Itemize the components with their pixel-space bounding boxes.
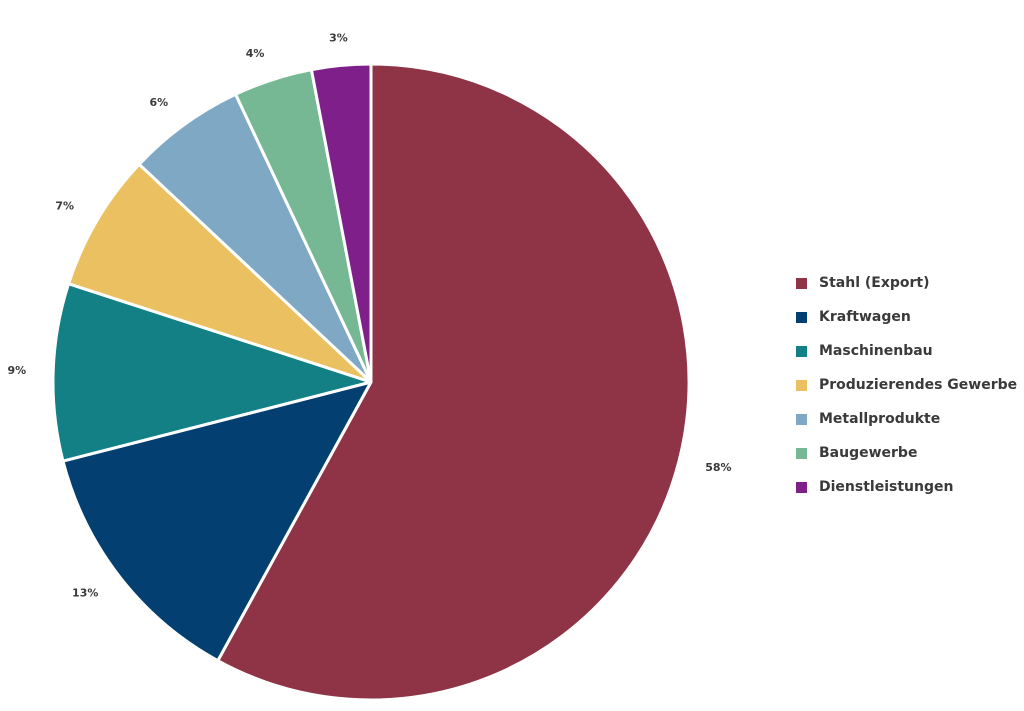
pie-slice-kraftwagen [61, 380, 373, 663]
legend-label: Produzierendes Gewerbe [819, 377, 1018, 393]
pie-slices [51, 62, 691, 702]
legend-swatch [796, 311, 807, 323]
legend-item-produzierendes-gewerbe: Produzierendes Gewerbe [796, 368, 1017, 402]
slice-label-kraftwagen: 13% [72, 587, 98, 600]
pie-labels: 58% 13% 9% 7% 6% 4% 3% [8, 32, 732, 600]
legend-item-metallprodukte: Metallprodukte [796, 402, 1017, 436]
legend-swatch [796, 277, 807, 289]
legend-item-stahl-export: Stahl (Export) [796, 266, 1017, 300]
slice-label-produzierendes-gewerbe: 7% [55, 199, 74, 212]
slice-label-stahl-export: 58% [705, 461, 731, 474]
legend-item-kraftwagen: Kraftwagen [796, 300, 1017, 334]
legend-swatch [796, 345, 807, 357]
pie-slice-stahl-export [216, 62, 691, 702]
pie-slice-produzierendes-gewerbe [67, 162, 373, 384]
legend-swatch [796, 447, 807, 459]
legend-item-dienstleistungen: Dienstleistungen [796, 470, 1017, 504]
pie-slice-metallprodukte [137, 92, 373, 384]
legend-item-maschinenbau: Maschinenbau [796, 334, 1017, 368]
legend-label: Baugewerbe [819, 445, 918, 461]
legend-label: Stahl (Export) [819, 275, 930, 291]
legend-swatch [796, 481, 807, 493]
legend-swatch [796, 379, 807, 391]
legend-label: Metallprodukte [819, 411, 941, 427]
legend-label: Maschinenbau [819, 343, 933, 359]
legend-swatch [796, 413, 807, 425]
legend-label: Dienstleistungen [819, 479, 954, 495]
legend-item-baugewerbe: Baugewerbe [796, 436, 1017, 470]
legend-label: Kraftwagen [819, 309, 911, 325]
slice-label-maschinenbau: 9% [8, 364, 27, 377]
chart-legend: Stahl (Export) Kraftwagen Maschinenbau Prod… [796, 266, 1017, 504]
pie-slice-maschinenbau [51, 282, 373, 463]
slice-label-baugewerbe: 4% [246, 47, 265, 60]
slice-label-metallprodukte: 6% [150, 96, 169, 109]
slice-label-dienstleistungen: 3% [329, 32, 348, 45]
pie-slice-dienstleistungen [309, 62, 373, 384]
